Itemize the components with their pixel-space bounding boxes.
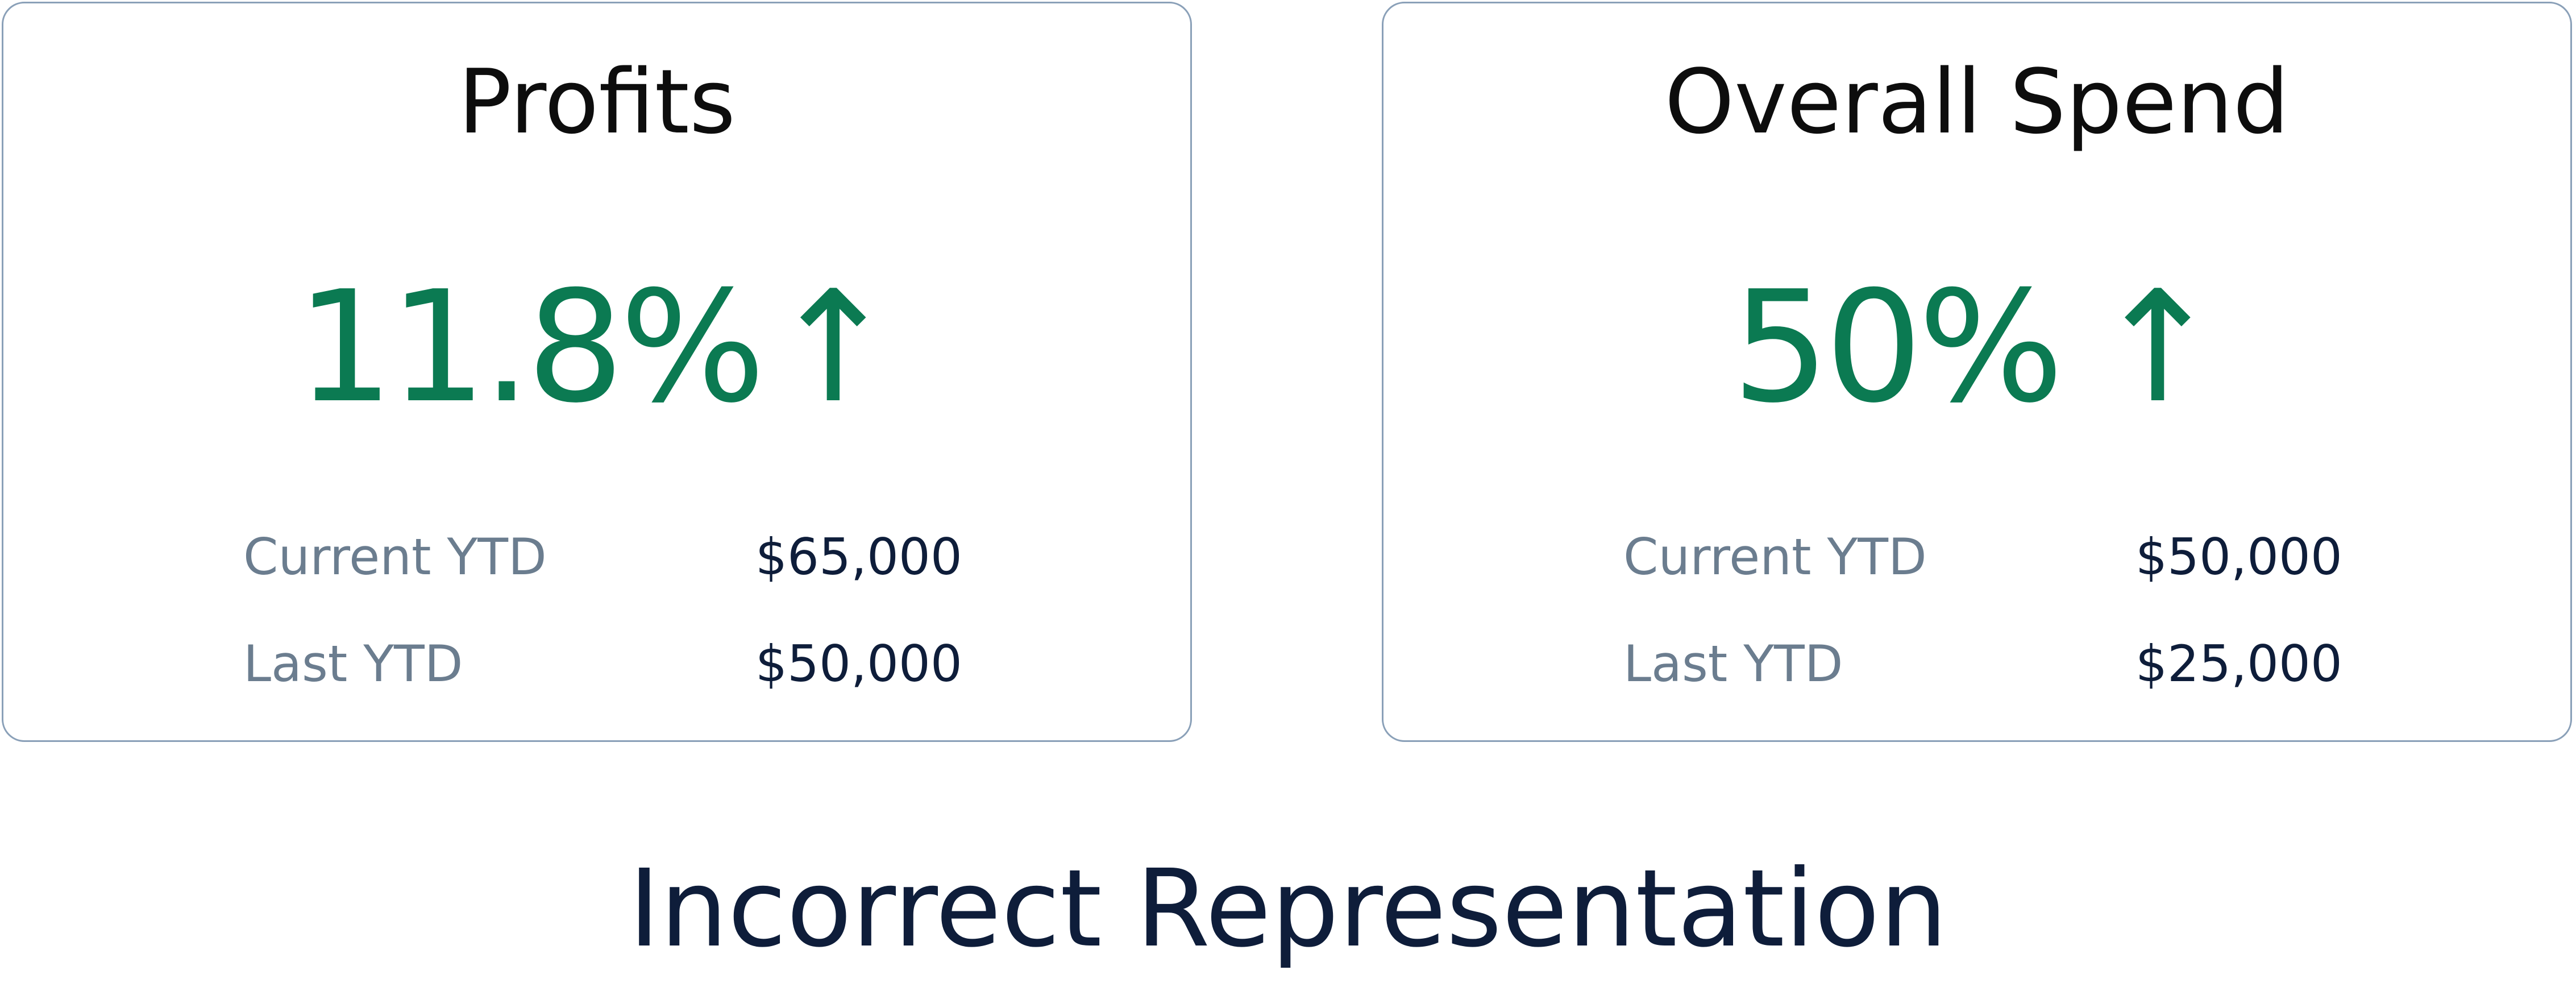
row-value-last-ytd: $50,000 [755, 634, 962, 693]
overall-spend-card: Overall Spend 50% ↑ Current YTD $50,000 L… [1382, 2, 2572, 742]
row-label-current-ytd: Current YTD [1623, 528, 1927, 586]
row-value-last-ytd: $25,000 [2135, 634, 2342, 693]
caption: Incorrect Representation [628, 847, 1948, 971]
metric: 50% ↑ [1383, 271, 2570, 424]
row-label-last-ytd: Last YTD [1623, 634, 1843, 693]
card-title: Overall Spend [1664, 50, 2290, 154]
metric-value: 11.8% [296, 258, 766, 437]
arrow-up-icon: ↑ [768, 258, 898, 437]
row-value-current-ytd: $50,000 [2135, 528, 2342, 586]
metric-value: 50% [1731, 258, 2064, 437]
arrow-up-icon: ↑ [2093, 258, 2222, 437]
profits-card: Profits 11.8%↑ Current YTD $65,000 Last … [2, 2, 1192, 742]
row-label-current-ytd: Current YTD [243, 528, 547, 586]
card-title: Profits [458, 50, 736, 154]
row-label-last-ytd: Last YTD [243, 634, 463, 693]
row-value-current-ytd: $65,000 [755, 528, 962, 586]
metric: 11.8%↑ [3, 271, 1190, 424]
